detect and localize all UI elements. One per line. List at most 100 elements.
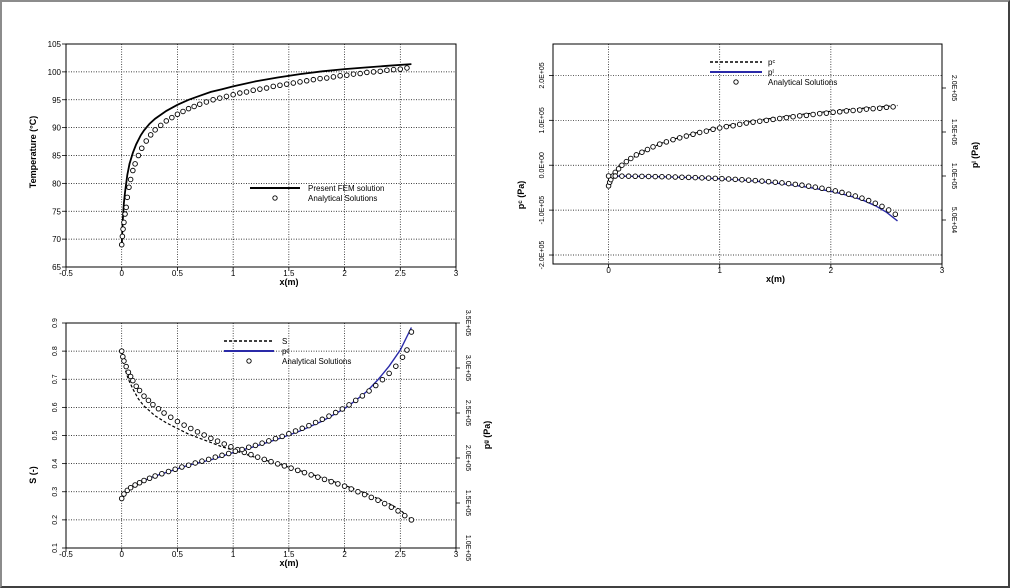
data-point — [239, 446, 245, 453]
x-tick-label: 1.5 — [283, 550, 295, 559]
data-point — [257, 86, 263, 92]
data-point — [632, 173, 638, 180]
data-point — [857, 107, 863, 113]
data-point — [852, 193, 859, 199]
series-3 — [605, 104, 896, 189]
x-tick-label: 0.5 — [172, 550, 184, 559]
data-point — [359, 393, 366, 399]
data-point — [237, 90, 243, 96]
data-point — [119, 233, 126, 240]
x-tick-label: 2.5 — [395, 550, 407, 559]
data-point — [712, 175, 719, 182]
data-point — [135, 152, 142, 159]
data-point — [725, 176, 732, 182]
y-right-tick-label: 2.5E+05 — [464, 400, 471, 426]
data-point — [699, 175, 705, 181]
data-point — [124, 194, 131, 201]
y-right-tick-label: 1.5E+05 — [464, 490, 471, 516]
data-point — [180, 108, 186, 115]
data-point — [352, 397, 359, 404]
data-point — [121, 491, 127, 497]
data-point — [836, 109, 843, 115]
y-right-tick-label: 2.0E+05 — [950, 75, 957, 101]
data-point — [165, 468, 172, 475]
x-axis-label: x(m) — [279, 277, 298, 287]
y-tick-label: -1.0E+05 — [539, 196, 546, 225]
data-point — [191, 103, 197, 110]
data-point — [254, 454, 261, 460]
data-point — [395, 508, 401, 514]
data-point — [123, 363, 129, 370]
data-point — [319, 416, 326, 423]
data-point — [885, 207, 892, 213]
data-point — [185, 462, 192, 468]
data-point — [710, 126, 716, 133]
x-tick-label: 0.5 — [172, 269, 184, 278]
data-point — [408, 517, 415, 523]
y-tick-label: 0.6 — [52, 402, 59, 412]
data-point — [146, 475, 153, 482]
data-point — [339, 406, 346, 412]
data-point — [615, 166, 622, 172]
legend-label: Analytical Solutions — [282, 357, 351, 366]
data-point — [763, 117, 770, 124]
data-point — [865, 197, 872, 204]
series-line — [121, 351, 412, 521]
data-point — [386, 370, 392, 377]
series-2 — [118, 65, 410, 248]
data-point — [633, 152, 640, 158]
data-point — [890, 104, 896, 110]
data-point — [321, 476, 328, 483]
data-point — [281, 463, 288, 469]
legend-label: Present FEM solution — [308, 184, 384, 193]
data-point — [250, 87, 256, 94]
data-point — [404, 65, 410, 71]
legend-marker — [272, 195, 278, 201]
data-point — [312, 419, 319, 426]
data-point — [315, 474, 321, 480]
data-point — [399, 354, 406, 360]
data-point — [167, 414, 174, 420]
data-point — [201, 432, 207, 438]
data-point — [295, 467, 301, 474]
data-point — [696, 129, 703, 136]
y-tick-label: 95 — [52, 96, 61, 105]
series-line — [120, 63, 412, 248]
y-tick-label: 0.5 — [52, 431, 59, 441]
x-tick-label: 3 — [454, 269, 459, 278]
y-right-tick-label: 5.0E+04 — [950, 207, 957, 233]
series-3 — [118, 348, 415, 523]
data-point — [277, 82, 283, 89]
data-point — [381, 500, 388, 507]
x-tick-label: 1 — [717, 266, 722, 275]
y-tick-label: 0.7 — [52, 374, 59, 384]
x-axis-label: x(m) — [766, 274, 785, 284]
y-tick-label: 90 — [52, 124, 61, 133]
data-point — [337, 73, 343, 79]
data-point — [663, 139, 670, 145]
data-point — [625, 173, 632, 179]
data-point — [194, 429, 201, 435]
data-point — [790, 113, 796, 120]
data-point — [765, 178, 772, 185]
x-tick-label: 2.5 — [395, 269, 407, 278]
x-tick-label: 3 — [454, 550, 459, 559]
data-point — [143, 138, 149, 144]
data-point — [816, 110, 823, 117]
y-tick-label: 0.2 — [52, 515, 59, 525]
data-point — [639, 149, 645, 155]
data-point — [214, 438, 221, 444]
data-point — [174, 418, 181, 425]
data-point — [397, 66, 404, 72]
data-point — [850, 107, 856, 114]
data-point — [839, 189, 845, 196]
y-tick-label: 75 — [52, 207, 61, 216]
data-point — [225, 450, 232, 457]
data-point — [205, 456, 212, 463]
x-tick-label: 2 — [342, 550, 347, 559]
data-point — [639, 173, 645, 180]
data-point — [268, 458, 274, 465]
data-point — [203, 99, 210, 105]
data-point — [122, 211, 128, 217]
